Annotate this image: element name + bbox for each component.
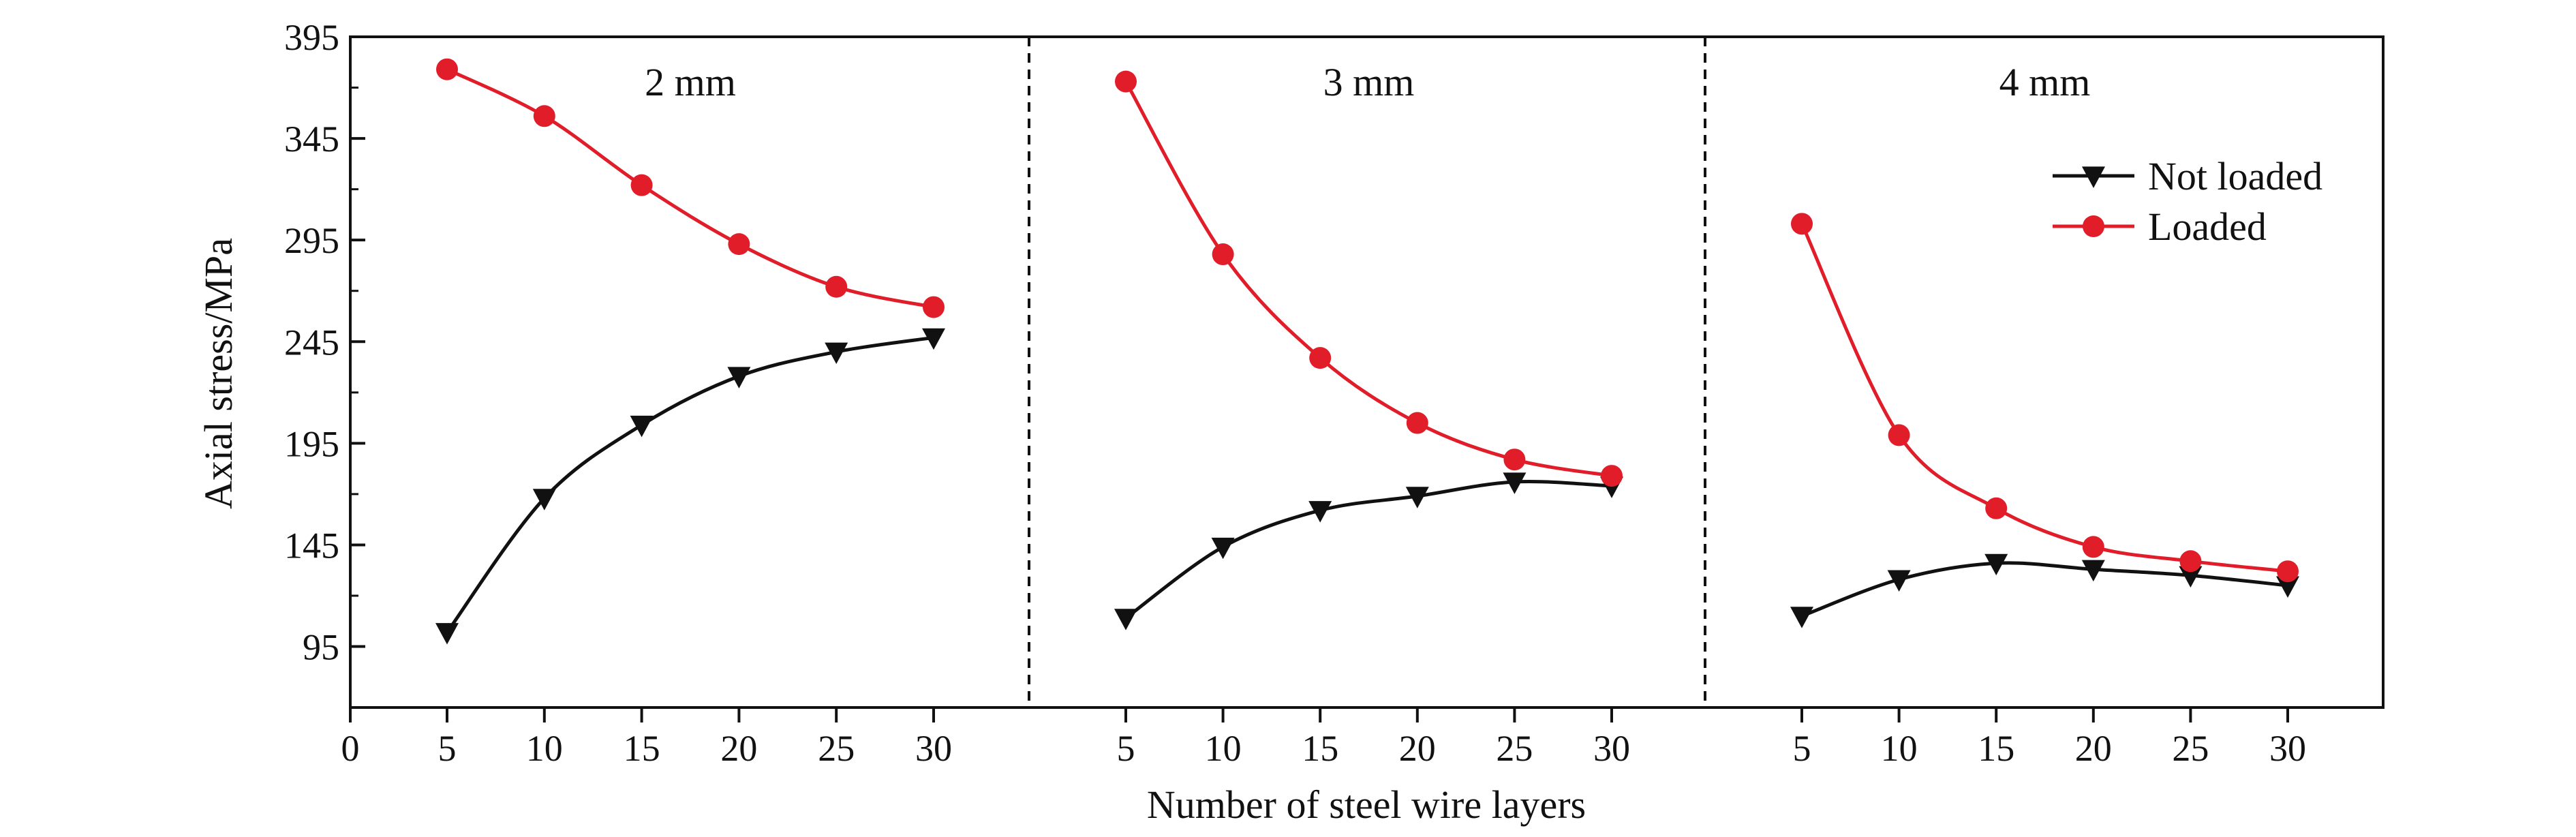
not-loaded-point	[1503, 472, 1527, 494]
y-tick-label: 95	[303, 627, 339, 668]
x-tick-label: 30	[2269, 728, 2306, 769]
loaded-point	[1503, 448, 1526, 471]
panel-title: 4 mm	[1999, 60, 2091, 104]
series-not-loaded	[1114, 472, 1623, 630]
loaded-point	[1406, 412, 1428, 434]
panel-title: 3 mm	[1323, 60, 1415, 104]
loaded-point	[630, 174, 653, 196]
loaded-point	[1115, 70, 1137, 93]
legend-not-loaded-label: Not loaded	[2148, 154, 2322, 198]
x-tick-label: 10	[1881, 728, 1918, 769]
loaded-point	[923, 296, 945, 318]
panel-title: 2 mm	[645, 60, 736, 104]
not-loaded-point	[1114, 609, 1137, 630]
not-loaded-point	[922, 328, 945, 350]
not-loaded-point	[2081, 560, 2105, 582]
series-not-loaded	[1790, 553, 2299, 628]
x-tick-label: 30	[1593, 728, 1630, 769]
y-tick-label: 345	[284, 119, 339, 159]
x-tick-label: 25	[818, 728, 855, 769]
loaded-point	[728, 233, 750, 256]
x-axis-title: Number of steel wire layers	[1147, 782, 1586, 827]
not-loaded-point	[727, 367, 751, 389]
x-tick-label: 30	[915, 728, 952, 769]
series-loaded	[436, 58, 945, 318]
x-tick-label: 15	[1978, 728, 2014, 769]
not-loaded-point	[630, 415, 654, 438]
not-loaded-point	[1887, 570, 1911, 592]
loaded-point	[2179, 550, 2202, 573]
panels: 2 mm 3 mm 4 mm	[435, 58, 2299, 645]
y-axis: 95 145 195 245 295 345 395	[284, 17, 365, 668]
x-tick-label: 5	[1117, 728, 1135, 769]
loaded-line	[1124, 80, 1612, 478]
not-loaded-point	[1211, 537, 1235, 560]
loaded-point	[436, 58, 458, 80]
x-tick-label: 15	[624, 728, 660, 769]
panel-dividers	[1028, 37, 1706, 707]
not-loaded-point	[532, 489, 556, 511]
not-loaded-point	[1308, 501, 1332, 523]
series-loaded	[1791, 213, 2299, 583]
y-axis-title: Axial stress/MPa	[196, 238, 241, 509]
x-tick-label: 10	[1205, 728, 1242, 769]
x-tick-label: 20	[720, 728, 757, 769]
x-tick-label: 10	[526, 728, 563, 769]
x-axis: 0 5 10 15 20 25 30 5 10 15 20 25 30 5 10 15 20 25 30	[341, 707, 2306, 769]
loaded-point	[2082, 536, 2104, 558]
legend-not-loaded-marker	[2082, 166, 2105, 188]
not-loaded-point	[1790, 607, 1813, 628]
loaded-point	[1212, 243, 1234, 266]
panel-1: 2 mm	[435, 58, 945, 645]
legend-loaded-label: Loaded	[2148, 204, 2267, 249]
loaded-point	[825, 275, 848, 298]
loaded-line	[446, 67, 934, 309]
not-loaded-line	[445, 335, 934, 634]
plot-border	[349, 35, 2385, 709]
panel-2: 3 mm	[1114, 60, 1623, 630]
y-tick-label: 295	[284, 220, 339, 261]
legend-loaded-marker	[2083, 215, 2104, 237]
loaded-point	[533, 105, 555, 127]
not-loaded-line	[1801, 561, 2288, 618]
loaded-point	[1309, 347, 1332, 369]
loaded-point	[1791, 213, 1813, 235]
x-tick-label: 0	[341, 728, 360, 769]
series-loaded	[1115, 70, 1623, 487]
loaded-line	[1800, 223, 2288, 573]
x-tick-label: 5	[438, 728, 457, 769]
series-not-loaded	[435, 328, 945, 645]
x-tick-label: 25	[2172, 728, 2209, 769]
loaded-point	[1601, 465, 1623, 487]
loaded-point	[1985, 497, 2008, 519]
x-tick-label: 20	[1399, 728, 1436, 769]
not-loaded-point	[825, 342, 848, 365]
not-loaded-point	[1984, 553, 2008, 576]
not-loaded-point	[1405, 487, 1429, 508]
x-tick-label: 20	[2075, 728, 2112, 769]
not-loaded-point	[2276, 576, 2299, 598]
y-tick-label: 245	[284, 322, 339, 363]
y-tick-label: 195	[284, 423, 339, 464]
panel-3: 4 mm	[1790, 60, 2299, 628]
x-tick-label: 25	[1496, 728, 1533, 769]
y-tick-label: 395	[284, 17, 339, 58]
not-loaded-line	[1124, 480, 1612, 620]
not-loaded-point	[2179, 566, 2203, 588]
x-tick-label: 15	[1302, 728, 1338, 769]
loaded-point	[1888, 424, 1910, 446]
legend: Not loaded Loaded	[2053, 154, 2322, 249]
plot-frame	[349, 35, 2385, 709]
not-loaded-point	[435, 623, 459, 645]
x-tick-label: 5	[1793, 728, 1811, 769]
loaded-point	[2277, 560, 2299, 583]
y-tick-label: 145	[284, 525, 339, 566]
